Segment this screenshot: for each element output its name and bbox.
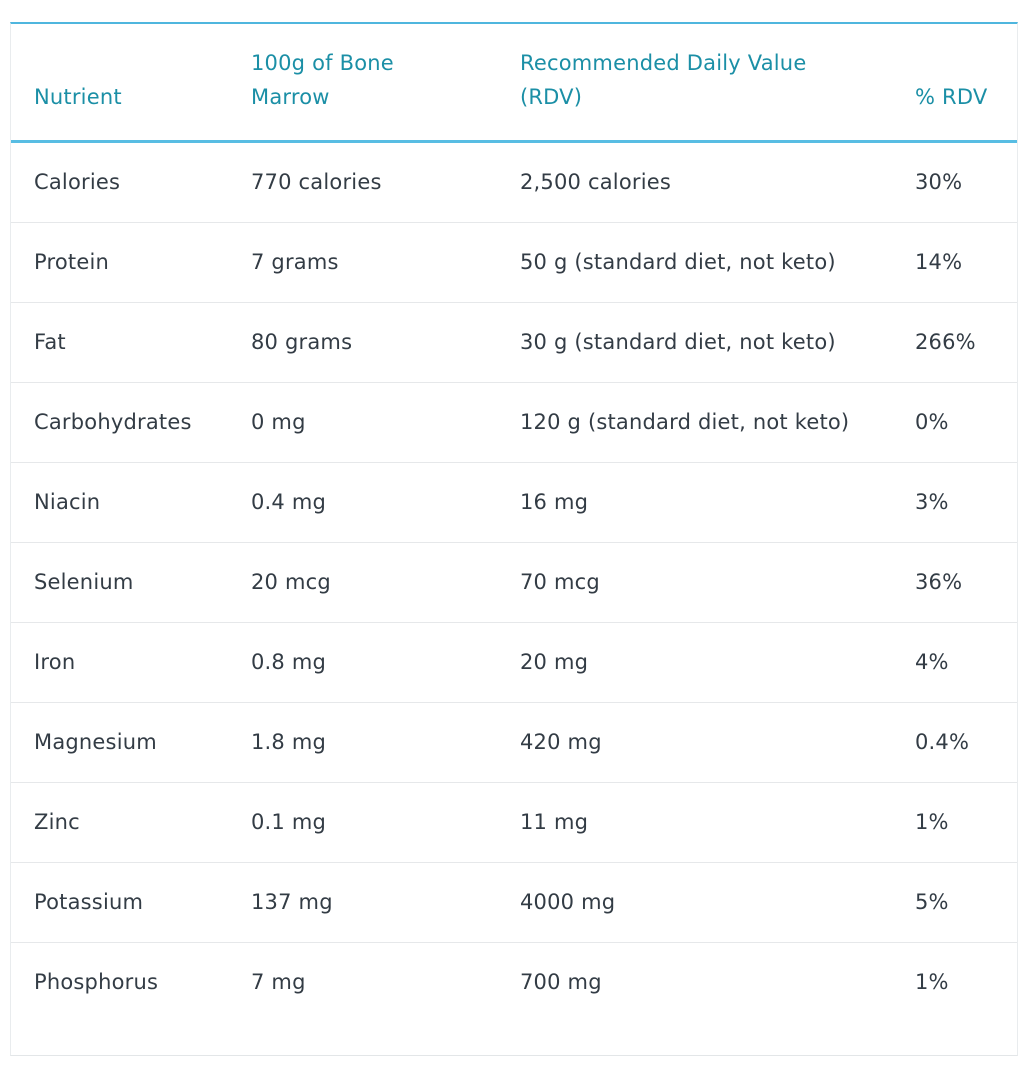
cell-amount: 0.1 mg — [227, 782, 496, 863]
table-header-row: Nutrient 100g of Bone Marrow Recommended… — [11, 24, 1017, 141]
header-nutrient: Nutrient — [34, 84, 122, 109]
cell-percent: 0% — [891, 382, 1017, 463]
cell-nutrient: Fat — [11, 302, 227, 383]
table-row: Carbohydrates 0 mg 120 g (standard diet,… — [11, 382, 1017, 463]
cell-percent: 266% — [891, 302, 1017, 383]
cell-amount: 7 grams — [227, 222, 496, 303]
table-row: Magnesium 1.8 mg 420 mg 0.4% — [11, 702, 1017, 783]
cell-rdv: 700 mg — [520, 969, 602, 994]
cell-amount: 1.8 mg — [227, 702, 496, 783]
cell-percent: 30% — [891, 141, 1017, 223]
table-row: Zinc 0.1 mg 11 mg 1% — [11, 782, 1017, 863]
cell-nutrient: Selenium — [11, 542, 227, 623]
cell-rdv: 420 mg — [496, 702, 891, 783]
cell-nutrient: Protein — [11, 222, 227, 303]
cell-rdv: 16 mg — [496, 462, 891, 543]
nutrition-table-container: Nutrient 100g of Bone Marrow Recommended… — [10, 22, 1018, 1056]
table-row: Potassium 137 mg 4000 mg 5% — [11, 862, 1017, 943]
cell-rdv: 2,500 calories — [496, 141, 891, 223]
cell-percent: 1% — [891, 782, 1017, 863]
cell-amount: 137 mg — [227, 862, 496, 943]
cell-amount: 770 calories — [227, 141, 496, 223]
cell-percent: 4% — [891, 622, 1017, 703]
cell-percent: 14% — [891, 222, 1017, 303]
cell-percent: 36% — [891, 542, 1017, 623]
cell-rdv: 50 g (standard diet, not keto) — [496, 222, 891, 303]
nutrition-table: Nutrient 100g of Bone Marrow Recommended… — [11, 24, 1017, 1022]
table-row: Selenium 20 mcg 70 mcg 36% — [11, 542, 1017, 623]
table-header: Nutrient 100g of Bone Marrow Recommended… — [11, 24, 1017, 141]
cell-rdv: 11 mg — [496, 782, 891, 863]
table-body: Calories 770 calories 2,500 calories 30%… — [11, 141, 1017, 1022]
header-rdv: Recommended Daily Value (RDV) — [520, 50, 807, 109]
cell-nutrient: Iron — [11, 622, 227, 703]
cell-amount: 0 mg — [227, 382, 496, 463]
cell-rdv: 4000 mg — [496, 862, 891, 943]
cell-amount: 80 grams — [227, 302, 496, 383]
cell-rdv: 20 mg — [496, 622, 891, 703]
cell-nutrient: Niacin — [11, 462, 227, 543]
cell-nutrient: Phosphorus — [34, 969, 159, 994]
header-percent-rdv: % RDV — [915, 84, 988, 109]
cell-percent: 3% — [891, 462, 1017, 543]
cell-amount: 0.8 mg — [227, 622, 496, 703]
header-amount: 100g of Bone Marrow — [251, 50, 394, 109]
cell-rdv: 120 g (standard diet, not keto) — [496, 382, 891, 463]
table-row: Protein 7 grams 50 g (standard diet, not… — [11, 222, 1017, 303]
table-row: Phosphorus 7 mg 700 mg 1% — [11, 942, 1017, 1022]
cell-amount: 20 mcg — [227, 542, 496, 623]
table-row: Niacin 0.4 mg 16 mg 3% — [11, 462, 1017, 543]
cell-nutrient: Zinc — [11, 782, 227, 863]
cell-nutrient: Magnesium — [11, 702, 227, 783]
cell-amount: 7 mg — [251, 969, 306, 994]
table-row: Fat 80 grams 30 g (standard diet, not ke… — [11, 302, 1017, 383]
table-row: Calories 770 calories 2,500 calories 30% — [11, 141, 1017, 223]
cell-percent: 1% — [915, 969, 949, 994]
cell-nutrient: Potassium — [11, 862, 227, 943]
cell-percent: 0.4% — [891, 702, 1017, 783]
table-row: Iron 0.8 mg 20 mg 4% — [11, 622, 1017, 703]
cell-percent: 5% — [891, 862, 1017, 943]
cell-rdv: 30 g (standard diet, not keto) — [496, 302, 891, 383]
cell-nutrient: Calories — [11, 141, 227, 223]
cell-nutrient: Carbohydrates — [11, 382, 227, 463]
cell-rdv: 70 mcg — [496, 542, 891, 623]
cell-amount: 0.4 mg — [227, 462, 496, 543]
